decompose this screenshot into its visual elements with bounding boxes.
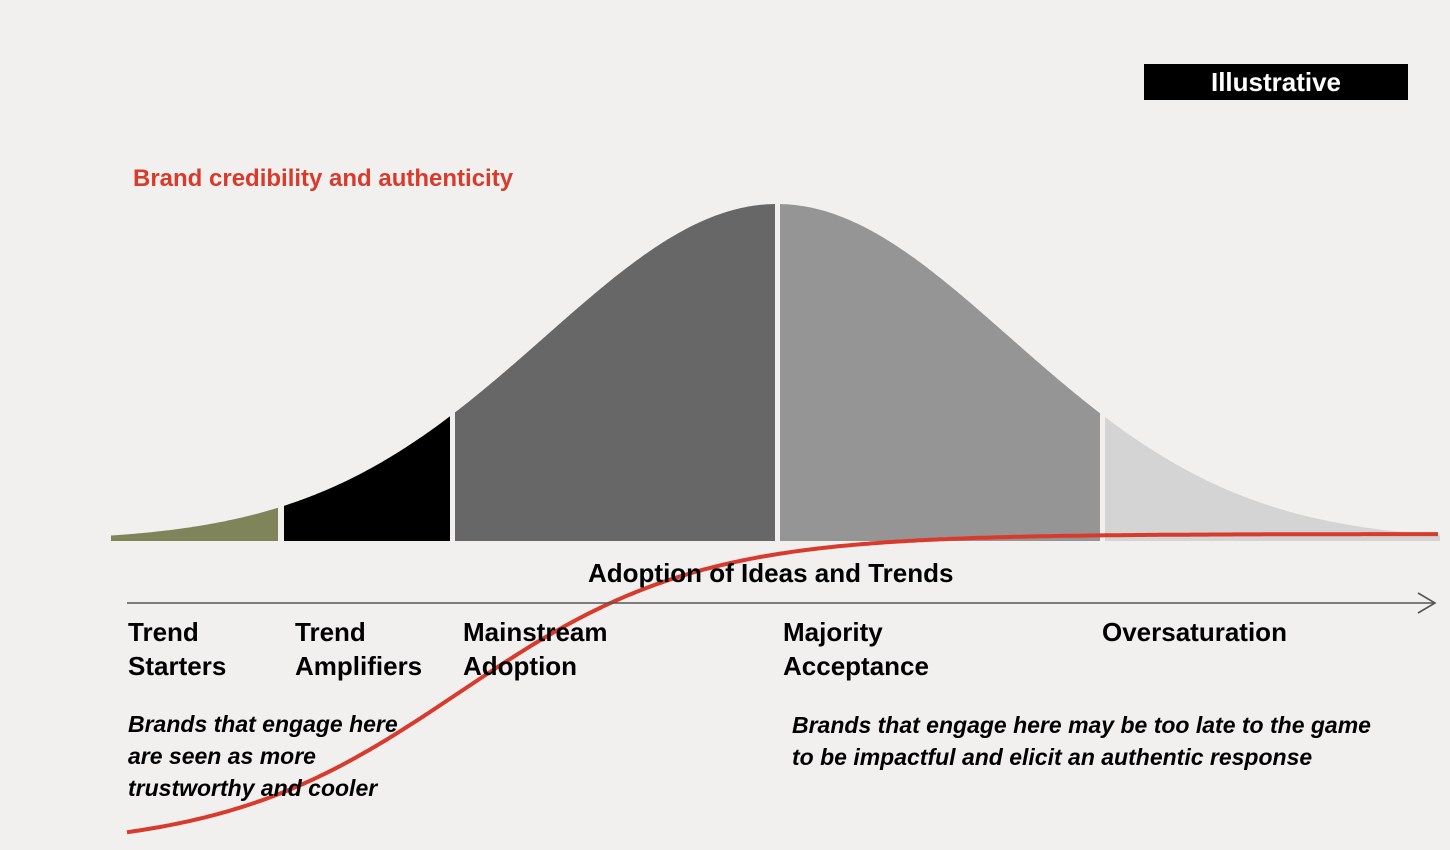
stage-line: Acceptance xyxy=(783,651,929,681)
stage-label-oversaturation: Oversaturation xyxy=(1102,615,1287,649)
segment-trend-starters xyxy=(111,507,278,541)
stage-line: Oversaturation xyxy=(1102,617,1287,647)
early-adopters-note: Brands that engage here are seen as more… xyxy=(128,708,398,804)
stage-line: Adoption xyxy=(463,651,578,681)
axis-arrowhead xyxy=(1417,592,1437,614)
axis-title: Adoption of Ideas and Trends xyxy=(588,558,954,588)
note-line: Brands that engage here xyxy=(128,711,398,737)
segment-oversaturation xyxy=(1105,417,1440,541)
late-adopters-note: Brands that engage here may be too late … xyxy=(792,709,1371,773)
segment-trend-amplifiers xyxy=(284,416,450,541)
stage-line: Mainstream xyxy=(463,617,608,647)
note-line: trustworthy and cooler xyxy=(128,775,378,801)
stage-line: Trend xyxy=(295,617,366,647)
segment-majority-acceptance xyxy=(780,204,1100,541)
stage-label-majority-acceptance: Majority Acceptance xyxy=(783,615,929,683)
stage-line: Majority xyxy=(783,617,883,647)
stage-line: Starters xyxy=(128,651,227,681)
credibility-curve xyxy=(126,532,1438,835)
stage-label-trend-starters: Trend Starters xyxy=(128,615,226,683)
note-line: are seen as more xyxy=(128,743,316,769)
stage-label-mainstream-adoption: Mainstream Adoption xyxy=(463,615,608,683)
stage-label-trend-amplifiers: Trend Amplifiers xyxy=(295,615,422,683)
credibility-curve-label: Brand credibility and authenticity xyxy=(133,165,514,192)
note-line: Brands that engage here may be too late … xyxy=(792,712,1371,738)
illustrative-badge: Illustrative xyxy=(1144,64,1408,100)
note-line: to be impactful and elicit an authentic … xyxy=(792,744,1313,770)
stage-line: Amplifiers xyxy=(295,651,423,681)
stage-line: Trend xyxy=(128,617,199,647)
x-axis xyxy=(127,592,1437,614)
adoption-bell-curve xyxy=(111,204,1440,541)
segment-mainstream-adoption xyxy=(455,204,775,541)
